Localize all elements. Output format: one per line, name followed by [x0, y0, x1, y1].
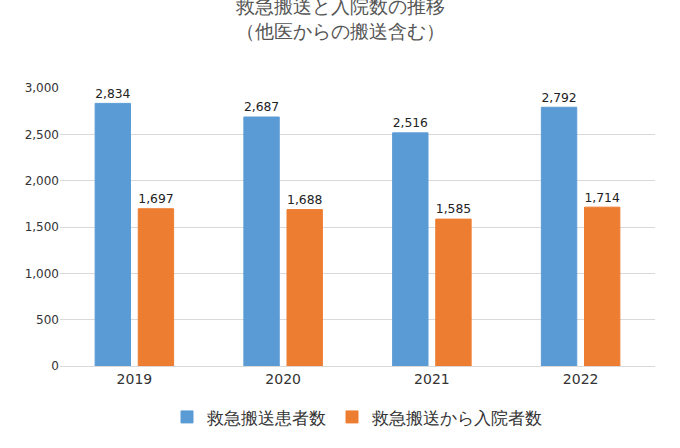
svg-text:2021: 2021	[414, 371, 450, 387]
svg-text:2,500: 2,500	[25, 128, 59, 142]
svg-text:救急搬送と入院数の推移（他医からの搬送含む）: 救急搬送と入院数の推移（他医からの搬送含む）	[235, 0, 445, 42]
svg-text:2,687: 2,687	[244, 100, 279, 114]
svg-text:0: 0	[51, 359, 59, 373]
svg-text:1,688: 1,688	[287, 193, 322, 207]
svg-text:1,000: 1,000	[25, 267, 59, 281]
svg-text:1,585: 1,585	[436, 202, 471, 216]
svg-text:1,714: 1,714	[585, 191, 620, 205]
svg-text:2019: 2019	[117, 371, 153, 387]
svg-text:2022: 2022	[563, 371, 599, 387]
svg-text:救急搬送患者数: 救急搬送患者数	[206, 408, 326, 428]
svg-text:1,697: 1,697	[138, 192, 173, 206]
svg-text:2020: 2020	[265, 371, 301, 387]
svg-text:救急搬送から入院者数: 救急搬送から入院者数	[371, 408, 542, 428]
svg-text:500: 500	[36, 313, 59, 327]
svg-text:2,000: 2,000	[25, 174, 59, 188]
svg-text:2,792: 2,792	[541, 91, 576, 105]
svg-text:3,000: 3,000	[25, 81, 59, 95]
svg-text:2,834: 2,834	[95, 87, 130, 101]
svg-text:2,516: 2,516	[393, 116, 428, 130]
svg-text:1,500: 1,500	[25, 220, 59, 234]
